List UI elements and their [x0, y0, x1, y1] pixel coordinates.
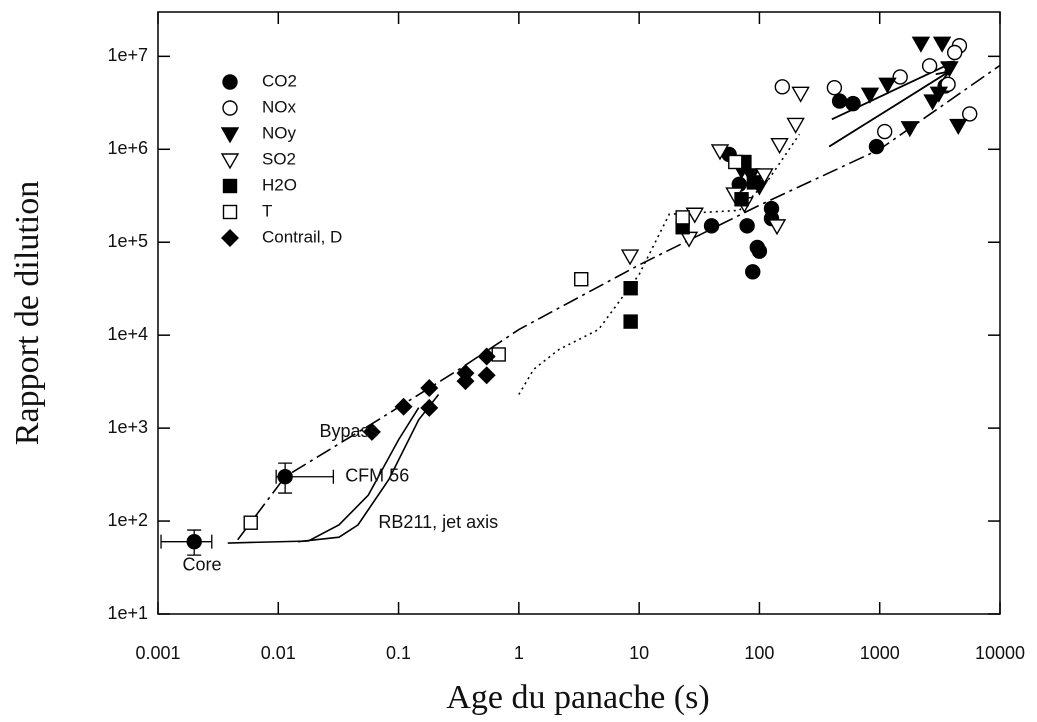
x-tick-label: 0.01 [261, 643, 296, 663]
y-tick-label: 1e+1 [107, 603, 148, 623]
legend-entry: SO2 [220, 149, 296, 170]
y-axis-label: Rapport de dilution [9, 181, 46, 445]
marker [703, 218, 720, 234]
legend-marker [220, 127, 240, 144]
marker [620, 249, 640, 266]
annotation: CFM 56 [345, 465, 409, 485]
marker [831, 93, 848, 109]
legend-label: H2O [262, 175, 297, 194]
x-tick-label: 10000 [975, 643, 1025, 663]
legend-marker [222, 74, 238, 90]
model-curve [227, 407, 420, 544]
legend-entry: CO2 [222, 71, 297, 90]
marker [860, 87, 880, 104]
legend-label: NOx [262, 97, 297, 116]
marker [710, 144, 730, 161]
x-tick-label: 0.1 [386, 643, 411, 663]
marker [739, 218, 755, 234]
marker [770, 138, 789, 155]
legend-label: NOy [262, 123, 297, 142]
annotation: Bypass [319, 421, 378, 441]
x-tick-label: 100 [744, 643, 774, 663]
marker [932, 36, 952, 53]
annotation: Core [183, 555, 222, 575]
marker [679, 231, 699, 248]
marker [791, 86, 810, 103]
marker [868, 138, 885, 155]
marker [277, 469, 293, 485]
legend-entry: Contrail, D [221, 227, 342, 247]
marker [878, 77, 897, 94]
legend-entry: T [222, 201, 272, 220]
x-axis-label: Age du panache (s) [446, 679, 709, 716]
marker [946, 44, 963, 61]
marker [734, 192, 749, 207]
legend-marker [220, 153, 240, 170]
marker [940, 61, 959, 78]
marker [186, 533, 202, 550]
marker [767, 219, 787, 236]
marker [921, 58, 938, 74]
marker [745, 264, 761, 280]
marker [751, 243, 768, 259]
marker [623, 314, 638, 329]
marker [477, 347, 496, 366]
y-tick-label: 1e+2 [107, 510, 148, 530]
x-tick-label: 10 [629, 643, 649, 663]
marker [929, 86, 949, 103]
marker [394, 397, 413, 416]
marker [362, 422, 381, 441]
legend-label: Contrail, D [262, 227, 342, 246]
marker [477, 366, 496, 385]
marker [746, 175, 762, 190]
legend-marker [222, 178, 238, 194]
legend-label: SO2 [262, 149, 296, 168]
marker [420, 398, 439, 417]
marker [845, 95, 861, 112]
legend-marker [222, 100, 238, 116]
marker [623, 281, 638, 296]
marker [243, 515, 258, 530]
marker [491, 347, 506, 362]
marker [826, 79, 843, 96]
marker [574, 272, 589, 287]
marker [685, 207, 704, 224]
x-error-bar [160, 534, 213, 549]
marker [675, 210, 690, 225]
x-tick-label: 1 [514, 643, 524, 663]
marker [774, 79, 791, 95]
marker [876, 123, 893, 140]
y-tick-label: 1e+7 [107, 45, 148, 65]
legend-marker [222, 204, 238, 220]
legend-entry: NOx [222, 97, 297, 116]
arrow-shaft [828, 70, 950, 148]
plot-frame [157, 11, 1001, 615]
legend-label: T [262, 201, 272, 220]
y-tick-label: 1e+4 [107, 324, 148, 344]
marker [900, 121, 920, 138]
marker [456, 372, 475, 391]
x-tick-label: 0.001 [135, 643, 180, 663]
marker [420, 379, 439, 398]
legend-label: CO2 [262, 71, 297, 90]
model-curve [297, 394, 440, 543]
model-curve [237, 64, 1001, 541]
model-curve [518, 133, 801, 395]
marker [786, 117, 805, 134]
y-tick-label: 1e+3 [107, 417, 148, 437]
y-tick-label: 1e+6 [107, 138, 148, 158]
legend-entry: H2O [222, 175, 297, 194]
annotation: RB211, jet axis [378, 512, 498, 532]
marker [911, 36, 931, 53]
legend-entry: NOy [220, 123, 297, 144]
marker [962, 106, 978, 122]
marker [949, 118, 968, 135]
x-tick-label: 1000 [860, 643, 900, 663]
marker [728, 154, 743, 170]
marker [892, 69, 908, 85]
y-tick-label: 1e+5 [107, 231, 148, 251]
legend-marker [221, 229, 239, 247]
